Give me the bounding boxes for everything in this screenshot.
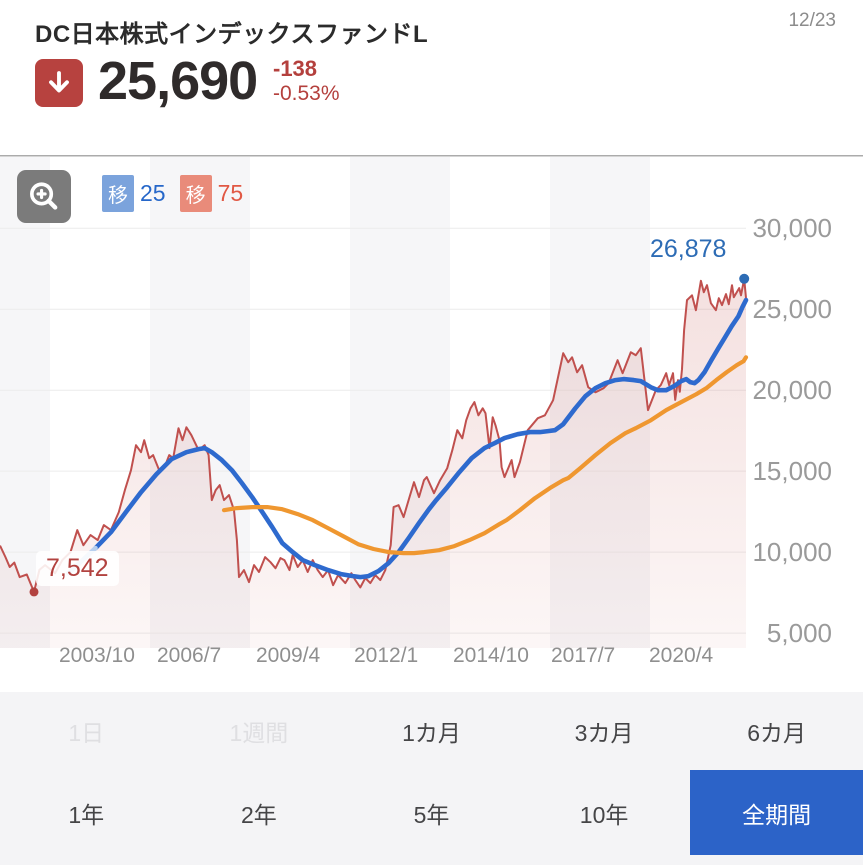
price-direction-badge [35, 59, 83, 107]
y-axis-tick: 20,000 [752, 375, 832, 405]
zoom-button[interactable] [17, 170, 71, 223]
chart-panel: 移 25 移 75 2003/10 2006/7 2009/4 2012/1 2014/10 2… [0, 155, 863, 690]
period-button-6カ月[interactable]: 6カ月 [747, 720, 807, 746]
high-annotation-label: 26,878 [650, 235, 727, 263]
period-button-1日: 1日 [68, 720, 105, 746]
all-time-high-dot [739, 273, 750, 284]
ma75-line [221, 355, 749, 556]
ma-badge-icon: 移 [102, 175, 134, 212]
current-price: 25,690 [98, 51, 258, 111]
period-button-1カ月[interactable]: 1カ月 [402, 720, 461, 746]
period-button-1週間: 1週間 [229, 720, 289, 746]
annotation-dots [29, 273, 750, 597]
x-axis-tick: 2003/10 [59, 644, 135, 667]
price-change-block: -138 -0.53% [273, 57, 340, 107]
quote-date: 12/23 [788, 10, 836, 31]
period-selector: 1日 1週間 1カ月 3カ月 6カ月 1年 2年 5年 10年 全期間 [0, 692, 863, 865]
x-axis-tick: 2006/7 [157, 644, 222, 667]
x-axis-tick: 2009/4 [256, 644, 321, 667]
x-axis-tick: 2017/7 [551, 644, 616, 667]
period-button-5年[interactable]: 5年 [413, 801, 450, 828]
ma-period-value: 75 [217, 180, 244, 206]
quote-header: DC日本株式インデックスファンドL 12/23 25,690 -138 -0.5… [0, 0, 863, 155]
price-line [0, 277, 747, 593]
y-axis-tick: 5,000 [766, 618, 832, 648]
ma25-line [93, 297, 749, 580]
x-axis-tick: 2012/1 [354, 644, 419, 667]
chart-canvas[interactable] [0, 155, 863, 690]
period-button-全期間[interactable]: 全期間 [690, 770, 863, 855]
period-button-1年[interactable]: 1年 [68, 801, 105, 828]
price-change-percent: -0.53% [273, 82, 340, 105]
low-annotation-label: 7,542 [36, 551, 119, 586]
price-change: -138 [273, 56, 318, 81]
period-button-2年[interactable]: 2年 [240, 801, 277, 828]
legend-item-ma25[interactable]: 移 25 [102, 175, 166, 212]
all-time-low-dot [29, 587, 39, 597]
y-axis-tick: 15,000 [752, 456, 832, 486]
y-axis-tick: 30,000 [752, 213, 832, 243]
x-axis-tick: 2020/4 [649, 644, 714, 667]
magnifier-plus-icon [27, 180, 61, 214]
legend-item-ma75[interactable]: 移 75 [179, 175, 244, 212]
period-button-3カ月[interactable]: 3カ月 [574, 720, 634, 746]
down-arrow-icon [44, 68, 74, 98]
x-axis-tick: 2014/10 [453, 644, 529, 667]
period-row-2: 1年 2年 5年 10年 全期間 [0, 770, 863, 855]
ma-badge-icon: 移 [179, 175, 212, 212]
y-axis-tick: 25,000 [752, 294, 832, 324]
period-row-1: 1日 1週間 1カ月 3カ月 6カ月 [0, 692, 863, 770]
ma-period-value: 25 [140, 180, 166, 206]
period-button-10年[interactable]: 10年 [579, 801, 629, 828]
ma-legend: 移 25 移 75 [102, 175, 243, 212]
y-axis-tick: 10,000 [752, 537, 832, 567]
fund-title: DC日本株式インデックスファンドL [35, 21, 429, 48]
chart-top-divider [0, 155, 863, 157]
